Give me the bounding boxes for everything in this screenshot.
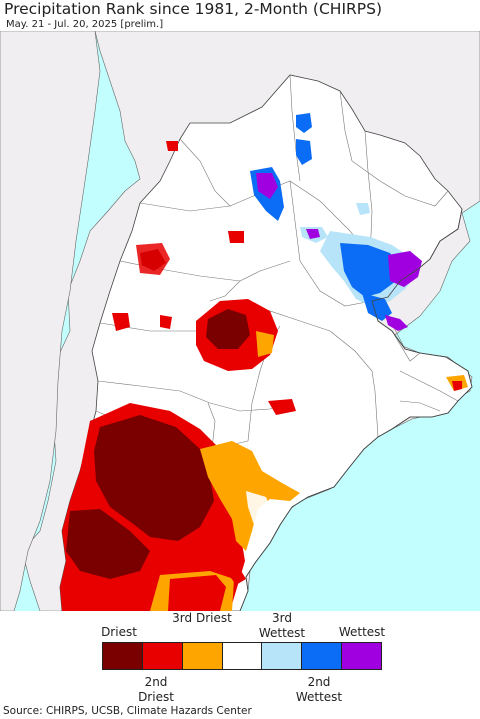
- legend-swatch-driest: [103, 643, 143, 669]
- legend-swatches: [102, 642, 382, 670]
- dry-anomalies-south: [60, 375, 468, 611]
- chile-coast: [0, 31, 101, 611]
- legend-label-driest: Driest: [101, 625, 137, 639]
- legend-swatch-2nd-wettest: [302, 643, 343, 669]
- legend-label-3rd-driest: 3rd Driest: [172, 611, 232, 625]
- legend-label-wettest: Wettest: [338, 625, 386, 639]
- map-title: Precipitation Rank since 1981, 2-Month (…: [4, 0, 383, 18]
- legend-label-3rd-wettest: 3rd Wettest: [258, 611, 306, 640]
- map-legend: Driest 3rd Driest 3rd Wettest Wettest 2n…: [0, 611, 480, 704]
- dry-anomalies-central: [112, 141, 296, 415]
- source-credit: Source: CHIRPS, UCSB, Climate Hazards Ce…: [3, 705, 252, 717]
- map-subtitle: May. 21 - Jul. 20, 2025 [prelim.]: [6, 19, 164, 30]
- legend-swatch-2nd-driest: [142, 643, 183, 669]
- legend-label-2nd-driest: 2nd Driest: [138, 675, 174, 704]
- coastline: [239, 208, 473, 611]
- wet-anomalies: [250, 113, 422, 331]
- precipitation-map: [0, 31, 480, 611]
- legend-swatch-3rd-driest: [182, 643, 223, 669]
- legend-label-2nd-wettest: 2nd Wettest: [295, 675, 343, 704]
- legend-swatch-normal: [222, 643, 263, 669]
- legend-swatch-wettest: [342, 643, 382, 669]
- legend-swatch-3rd-wettest: [262, 643, 303, 669]
